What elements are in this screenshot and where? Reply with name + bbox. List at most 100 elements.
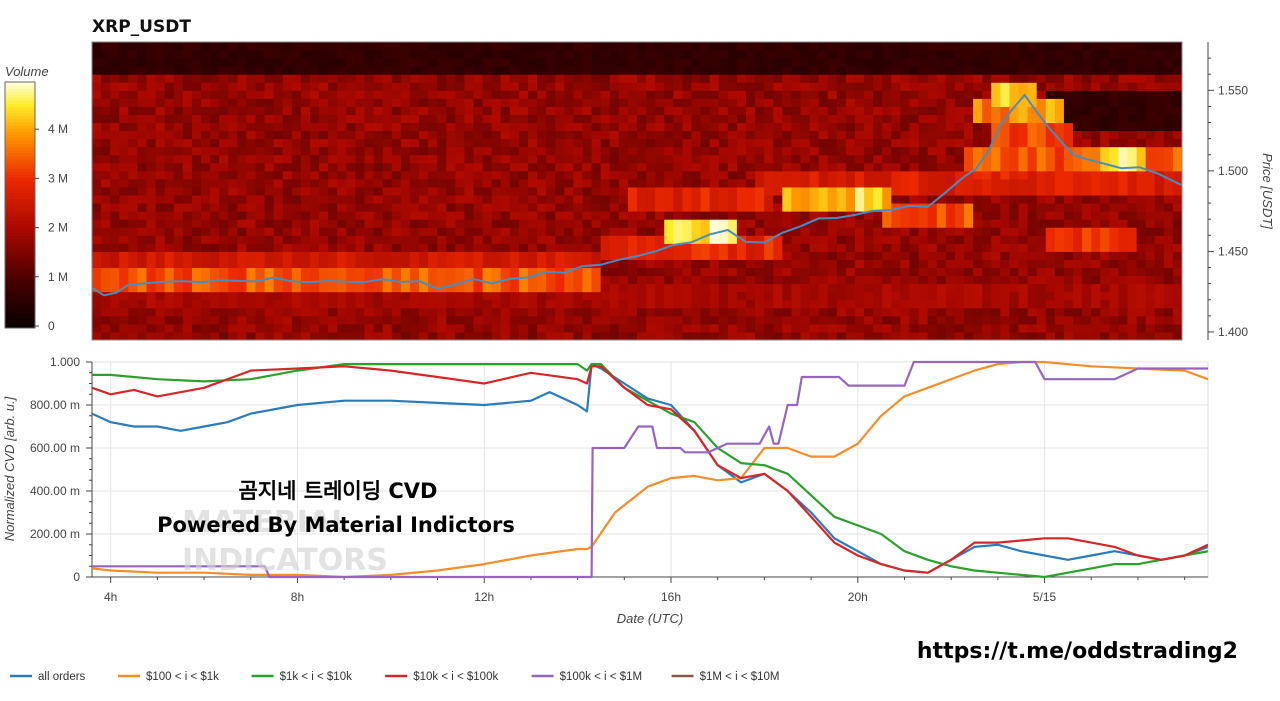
heatmap-cell-4311: [1100, 58, 1110, 67]
heatmap-cell-2103: [664, 203, 674, 212]
heatmap-cell-3428: [709, 114, 720, 124]
heatmap-cell-1194: [1127, 267, 1138, 277]
heatmap-cell-3027: [337, 138, 347, 148]
heatmap-cell-4220: [273, 58, 284, 67]
heatmap-cell-3900: [637, 82, 647, 91]
heatmap-cell-4514: [764, 42, 774, 51]
heatmap-cell-2263: [1027, 195, 1038, 204]
heatmap-cell-2931: [555, 146, 565, 156]
heatmap-cell-1178: [982, 267, 992, 277]
heatmap-cell-694: [945, 299, 956, 309]
heatmap-cell-1906: [1054, 219, 1065, 228]
heatmap-cell-1664: [1036, 235, 1047, 244]
heatmap-cell-2443: [482, 178, 493, 188]
heatmap-cell-2422: [291, 178, 302, 188]
heatmap-cell-4169: [900, 66, 910, 75]
heatmap-cell-4510: [727, 42, 738, 51]
heatmap-cell-2934: [582, 146, 593, 156]
heatmap-cell-1207: [155, 259, 166, 269]
heatmap-cell-4432: [1109, 50, 1119, 59]
heatmap-cell-2044: [128, 203, 138, 212]
heatmap-cell-305: [682, 323, 692, 333]
heatmap-cell-3294: [582, 122, 593, 132]
heatmap-cell-2922: [473, 146, 484, 156]
heatmap-cell-1202: [110, 259, 120, 269]
heatmap-cell-79: [810, 340, 820, 349]
heatmap-cell-3842: [110, 82, 120, 91]
colorbar-step-6: [5, 306, 35, 311]
heatmap-cell-1656: [964, 235, 974, 244]
heatmap-cell-194: [764, 331, 774, 340]
heatmap-cell-2165: [137, 195, 147, 204]
heatmap-cell-4379: [627, 50, 638, 59]
heatmap-cell-4450: [182, 42, 193, 51]
heatmap-cell-548: [709, 307, 720, 317]
heatmap-cell-4214: [219, 58, 229, 67]
heatmap-cell-2739: [991, 162, 1001, 172]
heatmap-cell-3235: [1136, 130, 1147, 140]
heatmap-cell-4407: [882, 50, 892, 59]
heatmap-cell-625: [319, 299, 329, 309]
heatmap-cell-1315: [1136, 259, 1147, 269]
heatmap-cell-3758: [437, 90, 447, 99]
heatmap-cell-2438: [437, 178, 447, 188]
heatmap-cell-4330: [182, 50, 193, 59]
heatmap-cell-2312: [382, 186, 393, 196]
heatmap-cell-4066: [1054, 74, 1065, 83]
heatmap-cell-2711: [736, 162, 747, 172]
heatmap-cell-3652: [564, 98, 574, 107]
heatmap-cell-1711: [373, 227, 384, 236]
heatmap-cell-2126: [873, 203, 883, 212]
heatmap-cell-4123: [482, 66, 493, 75]
heatmap-cell-3100: [1000, 138, 1010, 148]
heatmap-cell-323: [845, 323, 856, 333]
telegram-link[interactable]: https://t.me/oddstrading2: [917, 639, 1238, 664]
heatmap-cell-1535: [954, 243, 965, 252]
heatmap-cell-3491: [191, 106, 202, 115]
heatmap-cell-4056: [964, 74, 974, 83]
colorbar-step-64: [5, 128, 35, 132]
heatmap-cell-4248: [528, 58, 538, 67]
heatmap-cell-2950: [727, 146, 738, 156]
heatmap-cell-284: [491, 323, 502, 333]
heatmap-cell-1682: [110, 227, 120, 236]
heatmap-cell-545: [682, 307, 692, 317]
heatmap-cell-361: [101, 315, 111, 325]
heatmap-cell-265: [319, 323, 329, 333]
heatmap-cell-3134: [219, 130, 229, 140]
heatmap-cell-35: [410, 340, 420, 349]
heatmap-cell-3405: [500, 114, 511, 124]
heatmap-cell-1113: [391, 267, 402, 277]
heatmap-cell-1728: [528, 227, 538, 236]
heatmap-cell-3705: [1045, 98, 1056, 107]
heatmap-cell-2295: [228, 186, 238, 196]
heatmap-cell-3616: [237, 98, 247, 107]
heatmap-cell-90: [910, 340, 920, 349]
heatmap-cell-1270: [727, 259, 738, 269]
heatmap-cell-1755: [773, 227, 783, 236]
heatmap-cell-3227: [1063, 130, 1074, 140]
heatmap-cell-3959: [1172, 82, 1182, 91]
heatmap-cell-1309: [1082, 259, 1092, 269]
heatmap-cell-3025: [319, 138, 329, 148]
heatmap-cell-167: [518, 331, 529, 340]
heatmap-cell-4316: [1145, 58, 1156, 67]
heatmap-cell-2867: [1063, 154, 1074, 164]
heatmap-cell-4362: [473, 50, 484, 59]
heatmap-cell-2015: [954, 211, 965, 220]
heatmap-cell-2791: [373, 154, 384, 164]
heatmap-cell-1478: [437, 243, 447, 252]
heatmap-cell-2761: [101, 154, 111, 164]
heatmap-cell-423: [664, 315, 674, 325]
heatmap-cell-2118: [800, 203, 811, 212]
heatmap-cell-3127: [155, 130, 166, 140]
heatmap-cell-2858: [982, 154, 992, 164]
heatmap-cell-2102: [655, 203, 665, 212]
heatmap-cell-1933: [210, 211, 220, 220]
heatmap-cell-3147: [337, 130, 347, 140]
heatmap-cell-3390: [364, 114, 375, 124]
heatmap-cell-2575: [591, 170, 602, 180]
heatmap-cell-1366: [509, 251, 520, 260]
